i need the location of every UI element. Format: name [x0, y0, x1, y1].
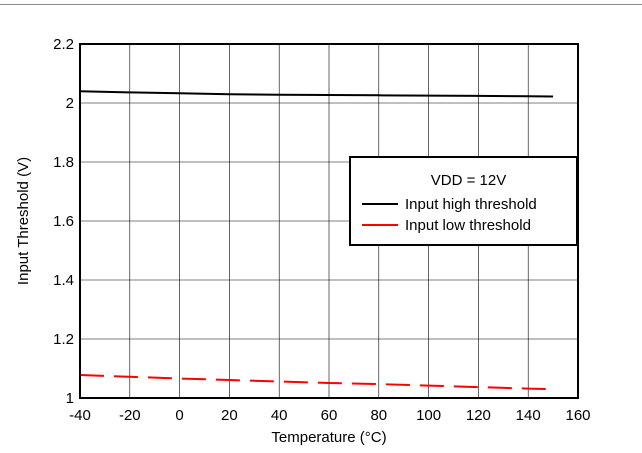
- legend-label-low: Input low threshold: [405, 217, 531, 234]
- x-tick-label: -20: [119, 407, 141, 424]
- x-tick-label: 120: [466, 407, 491, 424]
- x-tick-label: 100: [416, 407, 441, 424]
- x-tick-label: 40: [271, 407, 288, 424]
- y-tick-labels: 1 1.2 1.4 1.6 1.8 2 2.2: [53, 36, 74, 407]
- y-tick-label: 1.4: [53, 272, 74, 289]
- legend: VDD = 12V Input high threshold Input low…: [349, 156, 578, 246]
- x-tick-label: 0: [175, 407, 183, 424]
- y-tick-label: 2: [66, 95, 74, 112]
- y-tick-label: 1.8: [53, 154, 74, 171]
- y-tick-label: 1: [66, 390, 74, 407]
- y-tick-label: 1.2: [53, 331, 74, 348]
- y-tick-label: 1.6: [53, 213, 74, 230]
- x-tick-label: 60: [321, 407, 338, 424]
- top-divider: [0, 4, 642, 5]
- y-tick-label: 2.2: [53, 36, 74, 53]
- legend-label-high: Input high threshold: [405, 196, 537, 213]
- x-tick-label: 160: [565, 407, 590, 424]
- y-axis-title: Input Threshold (V): [15, 157, 32, 285]
- x-tick-label: 20: [221, 407, 238, 424]
- legend-box: [349, 156, 578, 246]
- x-axis-title: Temperature (°C): [271, 429, 386, 446]
- x-tick-labels: -40 -20 0 20 40 60 80 100 120 140 160: [69, 407, 590, 424]
- legend-title: VDD = 12V: [431, 172, 506, 189]
- series-line-low: [79, 374, 554, 391]
- series-line-high: [79, 90, 554, 98]
- grid-lines: [80, 44, 578, 398]
- x-tick-label: 80: [370, 407, 387, 424]
- x-tick-label: -40: [69, 407, 91, 424]
- x-tick-label: 140: [516, 407, 541, 424]
- data-series: [79, 90, 554, 391]
